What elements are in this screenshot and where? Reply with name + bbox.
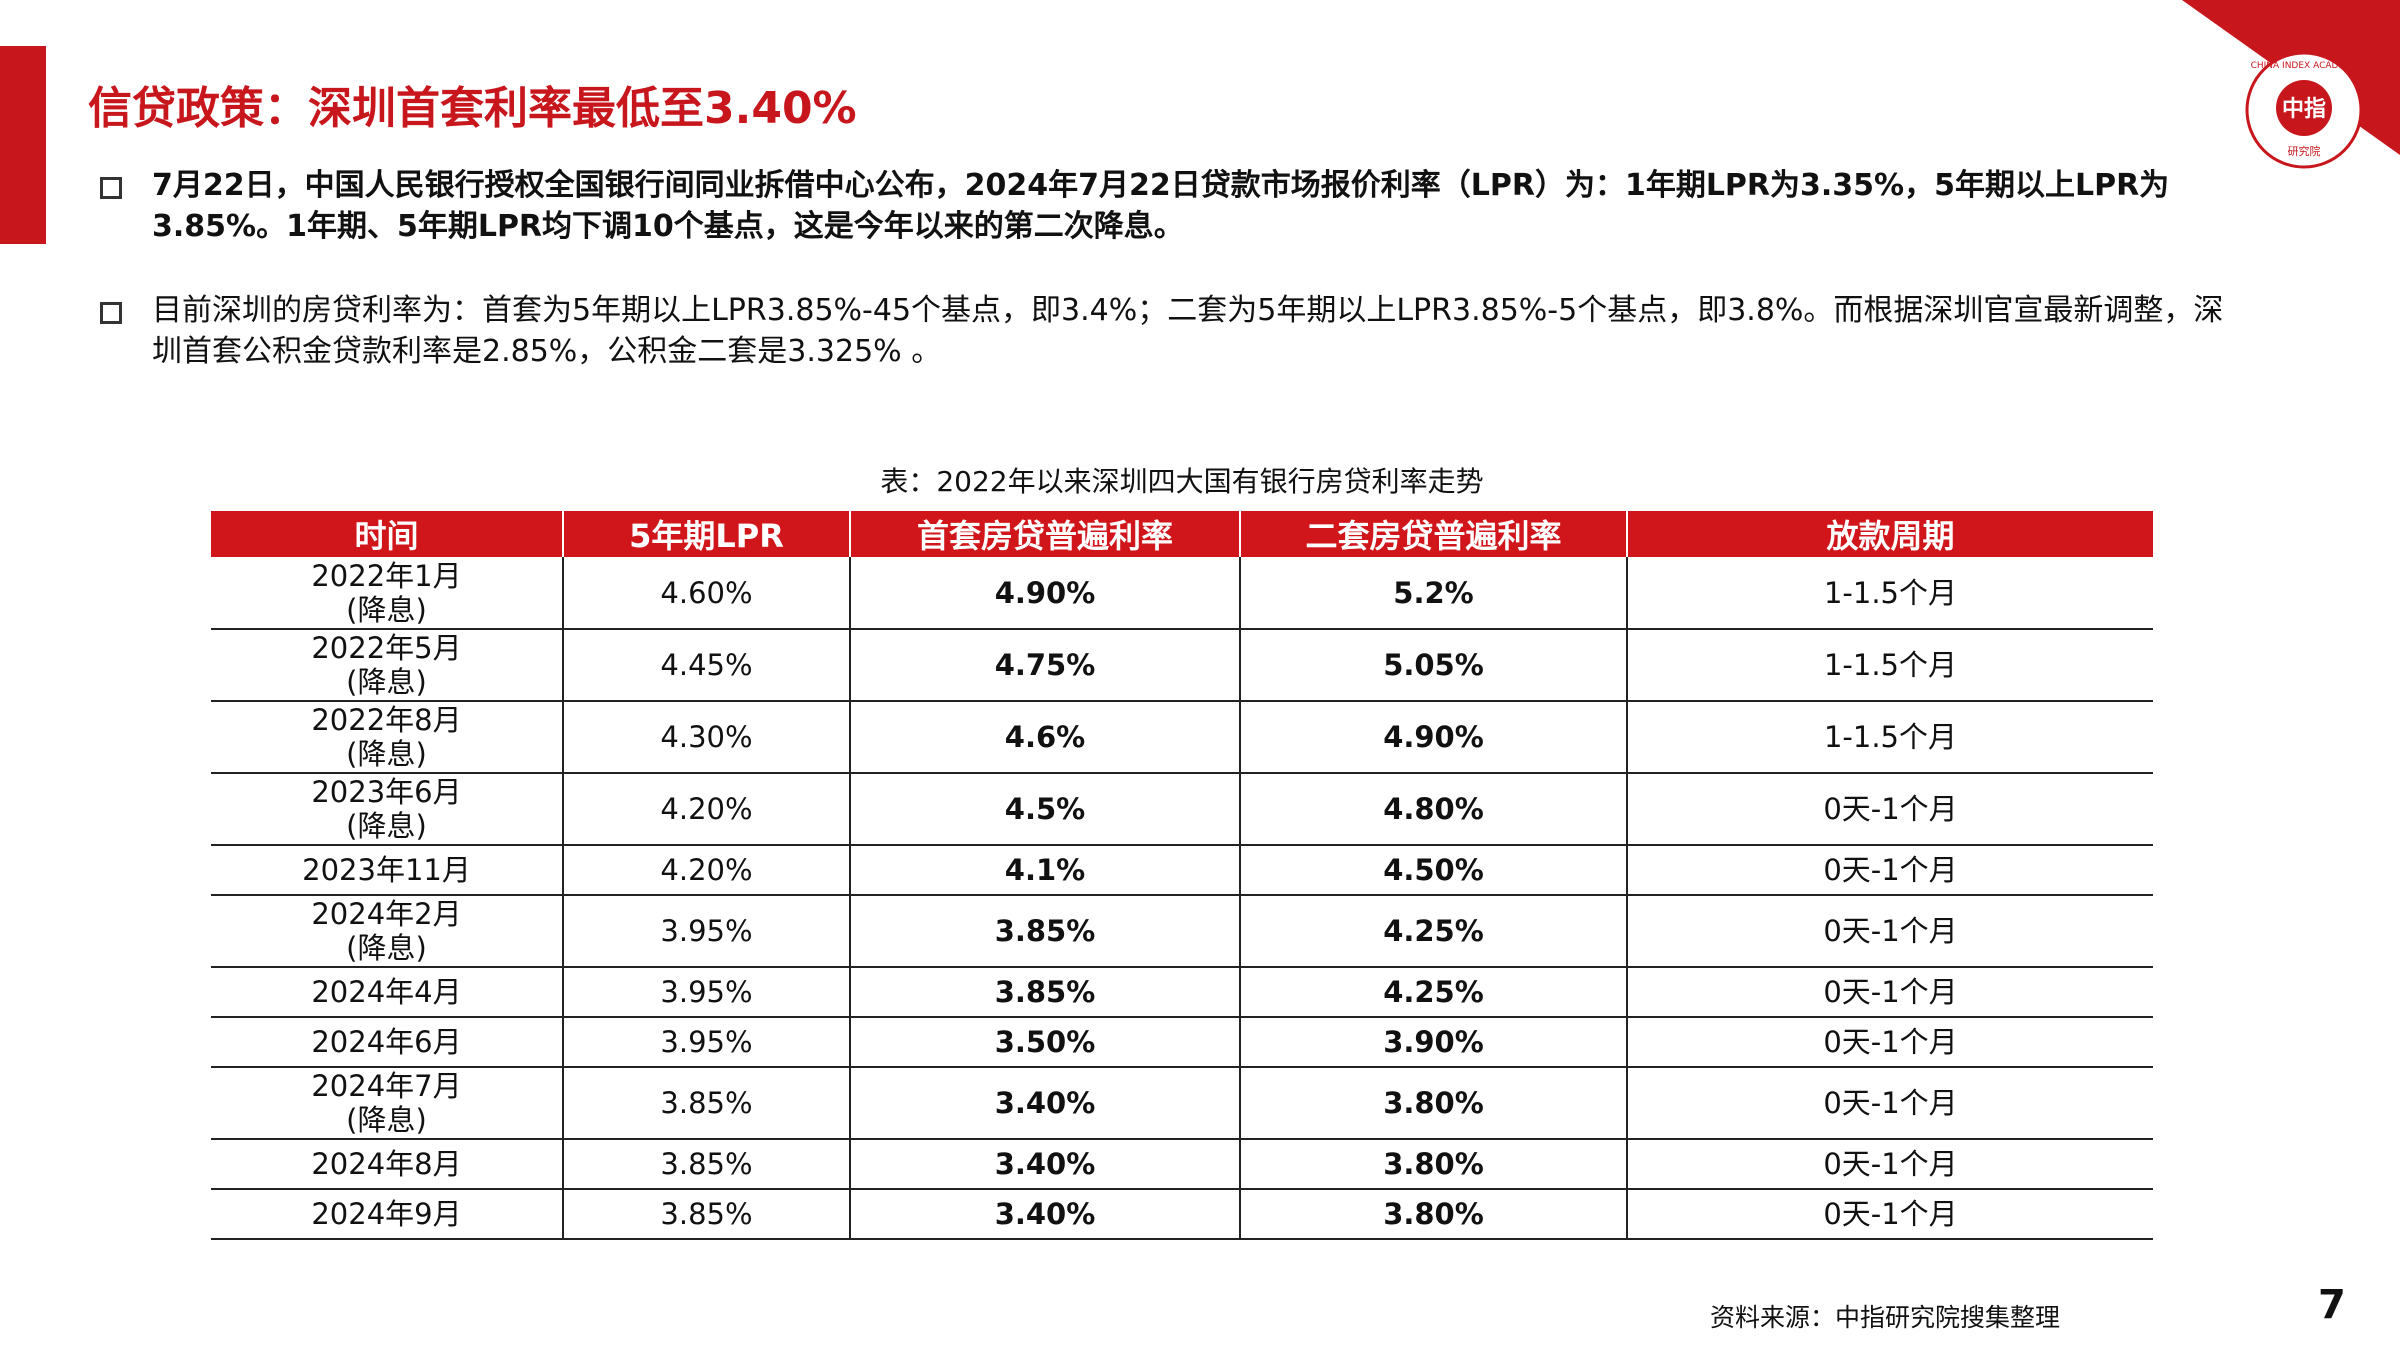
logo-sub: 研究院 [2288, 144, 2321, 158]
table-row: 2023年11月 4.20% 4.1% 4.50% 0天-1个月 [211, 845, 2153, 896]
table-cell: 3.50% [849, 1017, 1240, 1068]
table-cell: 2022年1月 (降息) [211, 557, 563, 630]
source: 资料来源：中指研究院搜集整理 [1710, 1303, 2061, 1332]
table-cell: 4.45% [562, 629, 850, 702]
table-row: 2024年6月 3.95% 3.50% 3.90% 0天-1个月 [211, 1017, 2153, 1068]
table-cell: 2022年5月 (降息) [211, 629, 563, 702]
table-cell: 2024年7月 (降息) [211, 1067, 563, 1140]
table-cell: 4.50% [1239, 845, 1627, 896]
table-row: 2024年7月 (降息) 3.85% 3.40% 3.80% 0天-1个月 [211, 1067, 2153, 1140]
table-cell: 4.20% [562, 845, 850, 896]
bullet-text: 7月22日，中国人民银行授权全国银行间同业拆借中心公布，2024年7月22日贷款… [152, 168, 2170, 244]
table-cell: 5.05% [1239, 629, 1627, 702]
table-cell: 3.85% [849, 967, 1240, 1018]
header-row: 时间 5年期LPR 首套房贷普遍利率 二套房贷普遍利率 放款周期 [211, 511, 2153, 557]
table-cell: 4.6% [849, 701, 1240, 774]
table-cell: 4.60% [562, 557, 850, 630]
bullet: 7月22日，中国人民银行授权全国银行间同业拆借中心公布，2024年7月22日贷款… [100, 165, 2240, 247]
table-cell: 3.85% [849, 895, 1240, 968]
table-cell: 3.40% [849, 1189, 1240, 1240]
table-cell: 3.40% [849, 1139, 1240, 1190]
table-row: 2022年5月 (降息) 4.45% 4.75% 5.05% 1-1.5个月 [211, 629, 2153, 702]
rate-table: 时间 5年期LPR 首套房贷普遍利率 二套房贷普遍利率 放款周期 2022年1月 (降息… [211, 511, 2153, 1240]
column-header: 时间 [211, 511, 563, 557]
table-row: 2024年4月 3.95% 3.85% 4.25% 0天-1个月 [211, 967, 2153, 1018]
table-cell: 4.90% [1239, 701, 1627, 774]
table-cell: 3.80% [1239, 1189, 1627, 1240]
column-header: 二套房贷普遍利率 [1239, 511, 1627, 557]
table-cell: 0天-1个月 [1626, 1067, 2153, 1140]
table-row: 2024年9月 3.85% 3.40% 3.80% 0天-1个月 [211, 1189, 2153, 1240]
table-caption: 表：2022年以来深圳四大国有银行房贷利率走势 [880, 465, 1484, 498]
table-row: 2024年2月 (降息) 3.95% 3.85% 4.25% 0天-1个月 [211, 895, 2153, 968]
table-cell: 2024年6月 [211, 1017, 563, 1068]
page-number: 7 [2318, 1282, 2346, 1328]
table-cell: 4.90% [849, 557, 1240, 630]
table-cell: 3.90% [1239, 1017, 1627, 1068]
table-cell: 2023年6月 (降息) [211, 773, 563, 846]
accent-bar [0, 46, 46, 244]
logo-core [2276, 80, 2332, 136]
logo-ring: CHINA INDEX ACADEMY [2251, 61, 2358, 71]
column-header: 5年期LPR [562, 511, 850, 557]
table-cell: 3.95% [562, 967, 850, 1018]
table-cell: 0天-1个月 [1626, 967, 2153, 1018]
table-cell: 0天-1个月 [1626, 845, 2153, 896]
table-cell: 3.85% [562, 1189, 850, 1240]
table-cell: 0天-1个月 [1626, 1189, 2153, 1240]
table-cell: 3.85% [562, 1139, 850, 1190]
column-header: 首套房贷普遍利率 [849, 511, 1240, 557]
bullet: 目前深圳的房贷利率为：首套为5年期以上LPR3.85%-45个基点，即3.4%；… [100, 290, 2240, 372]
table-cell: 4.75% [849, 629, 1240, 702]
table-cell: 0天-1个月 [1626, 1139, 2153, 1190]
table-cell: 2024年8月 [211, 1139, 563, 1190]
table-cell: 4.30% [562, 701, 850, 774]
table-cell: 0天-1个月 [1626, 895, 2153, 968]
table-cell: 2024年4月 [211, 967, 563, 1018]
table-cell: 4.1% [849, 845, 1240, 896]
bullet-text: 目前深圳的房贷利率为：首套为5年期以上LPR3.85%-45个基点，即3.4%；… [152, 293, 2224, 369]
table-row: 2022年1月 (降息) 4.60% 4.90% 5.2% 1-1.5个月 [211, 557, 2153, 630]
table-cell: 5.2% [1239, 557, 1627, 630]
column-header: 放款周期 [1626, 511, 2153, 557]
table-cell: 3.80% [1239, 1067, 1627, 1140]
table-row: 2022年8月 (降息) 4.30% 4.6% 4.90% 1-1.5个月 [211, 701, 2153, 774]
logo-text: 中指 [2282, 97, 2326, 122]
table-row: 2024年8月 3.85% 3.40% 3.80% 0天-1个月 [211, 1139, 2153, 1190]
table-cell: 4.25% [1239, 895, 1627, 968]
table-cell: 1-1.5个月 [1626, 557, 2153, 630]
table-cell: 4.80% [1239, 773, 1627, 846]
table-cell: 1-1.5个月 [1626, 701, 2153, 774]
table-cell: 2022年8月 (降息) [211, 701, 563, 774]
table-cell: 1-1.5个月 [1626, 629, 2153, 702]
table-cell: 3.40% [849, 1067, 1240, 1140]
table-cell: 2024年2月 (降息) [211, 895, 563, 968]
table-cell: 0天-1个月 [1626, 773, 2153, 846]
table-cell: 3.80% [1239, 1139, 1627, 1190]
table-row: 2023年6月 (降息) 4.20% 4.5% 4.80% 0天-1个月 [211, 773, 2153, 846]
table-cell: 4.25% [1239, 967, 1627, 1018]
table-cell: 4.20% [562, 773, 850, 846]
table-cell: 0天-1个月 [1626, 1017, 2153, 1068]
table-cell: 3.95% [562, 1017, 850, 1068]
table-cell: 2023年11月 [211, 845, 563, 896]
title: 信贷政策：深圳首套利率最低至3.40% [88, 83, 857, 134]
table-cell: 2024年9月 [211, 1189, 563, 1240]
table-cell: 4.5% [849, 773, 1240, 846]
table-cell: 3.95% [562, 895, 850, 968]
table-cell: 3.85% [562, 1067, 850, 1140]
